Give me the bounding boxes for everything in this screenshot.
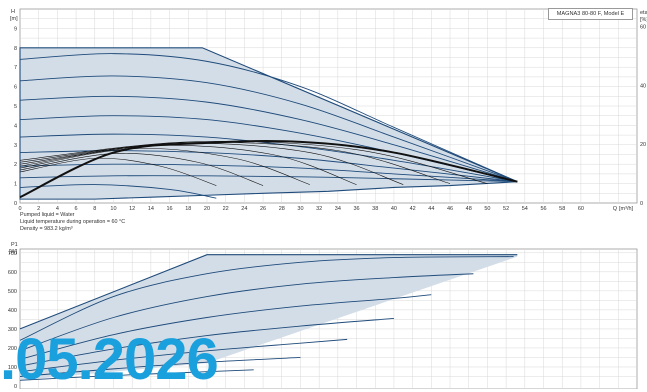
y-tick-label: 4 bbox=[14, 123, 17, 129]
x-tick-label: 32 bbox=[316, 206, 322, 212]
efficiency-curve-max bbox=[19, 140, 518, 199]
power-y-tick-label: 400 bbox=[8, 308, 17, 314]
x-tick-label: 24 bbox=[241, 206, 247, 212]
x-tick-label: 6 bbox=[75, 206, 78, 212]
x-tick-label: 8 bbox=[93, 206, 96, 212]
x-tick-label: 2 bbox=[37, 206, 40, 212]
x-tick-label: 36 bbox=[353, 206, 359, 212]
x-tick-label: 30 bbox=[297, 206, 303, 212]
y2-axis-label: eta bbox=[640, 10, 647, 16]
power-curve bbox=[19, 369, 254, 381]
head-curve bbox=[19, 95, 518, 183]
power-y-tick-label: 700 bbox=[8, 251, 17, 257]
x-tick-label: 38 bbox=[372, 206, 378, 212]
x-tick-label: 4 bbox=[56, 206, 59, 212]
x-tick-label: 58 bbox=[559, 206, 565, 212]
x-tick-label: 22 bbox=[223, 206, 229, 212]
x-tick-label: 28 bbox=[279, 206, 285, 212]
power-y-tick-label: 200 bbox=[8, 346, 17, 352]
y-tick-label: 5 bbox=[14, 104, 17, 110]
power-curve bbox=[19, 273, 474, 352]
date-watermark: .05.2026 bbox=[0, 327, 219, 392]
y-tick-label: 0 bbox=[14, 201, 17, 207]
power-y-tick-label: 500 bbox=[8, 289, 17, 295]
x-tick-label: 56 bbox=[540, 206, 546, 212]
y2-tick-label: 20 bbox=[640, 142, 646, 148]
y-tick-label: 7 bbox=[14, 65, 17, 71]
x-tick-label: 50 bbox=[484, 206, 490, 212]
power-curve bbox=[19, 294, 432, 360]
x-tick-label: 42 bbox=[410, 206, 416, 212]
y-tick-label: 3 bbox=[14, 143, 17, 149]
power-curve bbox=[19, 254, 518, 330]
power-curve-chart: 0 100 200 300 400 500 600 700 P1[W] bbox=[8, 242, 638, 389]
x-tick-label: 20 bbox=[204, 206, 210, 212]
power-curve bbox=[19, 338, 348, 373]
head-curve-chart: 0 2 4 6 8 10 12 14 16 18 20 22 24 26 28 30 32 34 36 38 40 42 4… bbox=[10, 8, 647, 212]
power-y-tick-label: 300 bbox=[8, 327, 17, 333]
x-tick-label: 26 bbox=[260, 206, 266, 212]
efficiency-curve bbox=[19, 148, 310, 185]
note-density: Density = 983.2 kg/m³ bbox=[20, 226, 73, 232]
x-tick-label: 18 bbox=[185, 206, 191, 212]
head-curve bbox=[19, 184, 217, 199]
head-curve bbox=[19, 75, 518, 183]
x-tick-label: 12 bbox=[129, 206, 135, 212]
x-axis-unit: [m³/h] bbox=[619, 206, 634, 212]
x-tick-label: 0 bbox=[18, 206, 21, 212]
y-axis-label: H bbox=[11, 9, 15, 15]
y-tick-label: 6 bbox=[14, 85, 17, 91]
y-tick-label: 8 bbox=[14, 46, 17, 52]
y-tick-label: 1 bbox=[14, 182, 17, 188]
x-tick-label: 14 bbox=[148, 206, 154, 212]
power-curve bbox=[19, 256, 514, 341]
y2-tick-label: 60 bbox=[640, 25, 646, 31]
note-liquid-temperature: Liquid temperature during operation = 60… bbox=[20, 219, 126, 225]
power-y-tick-label: 0 bbox=[14, 384, 17, 389]
y2-tick-label: 0 bbox=[640, 201, 643, 207]
efficiency-curve bbox=[19, 141, 451, 184]
x-tick-label: 44 bbox=[428, 206, 434, 212]
power-operating-region bbox=[20, 254, 518, 381]
efficiency-curve bbox=[19, 143, 404, 185]
power-y-tick-label: 100 bbox=[8, 365, 17, 371]
x-tick-label: 16 bbox=[167, 206, 173, 212]
x-tick-label: 54 bbox=[522, 206, 528, 212]
head-curve bbox=[19, 133, 518, 183]
power-curve bbox=[19, 318, 394, 367]
x-tick-label: 34 bbox=[335, 206, 341, 212]
x-tick-label: 40 bbox=[391, 206, 397, 212]
power-y-tick-label: 600 bbox=[8, 270, 17, 276]
y2-axis-unit: [%] bbox=[640, 17, 647, 23]
power-y-axis-unit: [W] bbox=[9, 249, 18, 255]
x-tick-label: 48 bbox=[466, 206, 472, 212]
efficiency-curve bbox=[19, 157, 217, 186]
y-tick-label: 2 bbox=[14, 162, 17, 168]
head-curve bbox=[19, 175, 518, 183]
y-tick-label: 9 bbox=[14, 26, 17, 32]
efficiency-curve bbox=[19, 153, 264, 186]
y-axis-unit: [m] bbox=[10, 16, 18, 22]
x-tick-label: 52 bbox=[503, 206, 509, 212]
pump-model-label: MAGNA3 80-80 F, Model E bbox=[548, 8, 633, 20]
head-operating-region bbox=[19, 47, 518, 200]
x-tick-label: 60 bbox=[578, 206, 584, 212]
x-axis-label: Q bbox=[613, 206, 618, 212]
power-y-axis-label: P1 bbox=[11, 242, 18, 248]
x-tick-label: 10 bbox=[110, 206, 116, 212]
note-pumped-liquid: Pumped liquid = Water bbox=[20, 212, 75, 218]
x-tick-label: 46 bbox=[447, 206, 453, 212]
y2-tick-label: 40 bbox=[640, 83, 646, 89]
power-curve bbox=[19, 357, 301, 377]
head-curve bbox=[19, 53, 518, 183]
efficiency-curve bbox=[19, 144, 357, 185]
